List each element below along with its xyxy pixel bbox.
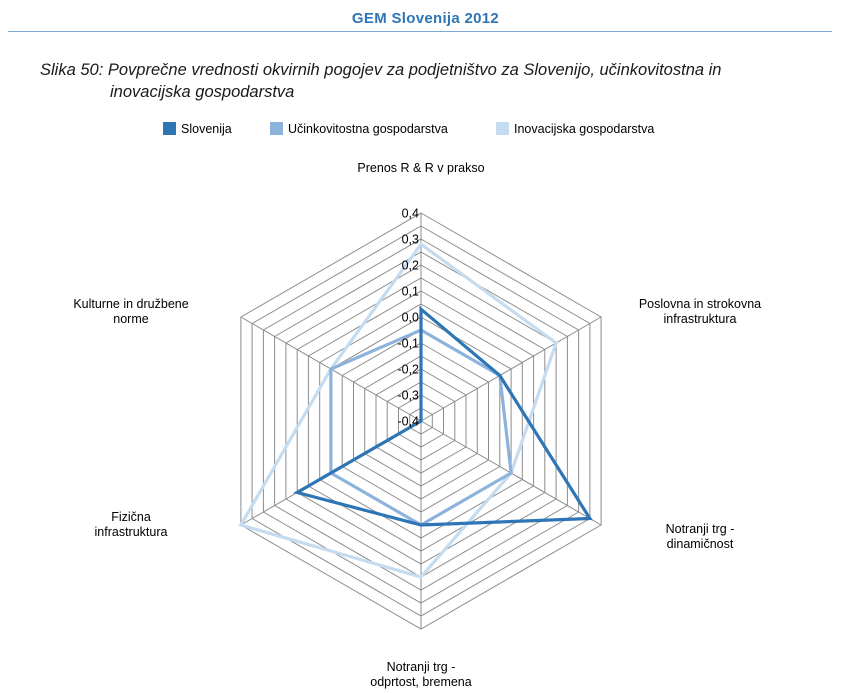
figure-caption: Slika 50: Povprečne vrednosti okvirnih p… — [40, 59, 820, 103]
header-divider — [8, 31, 832, 32]
axis-label-line: odprtost, bremena — [370, 675, 471, 689]
axis-label-line: infrastruktura — [95, 525, 168, 539]
legend-swatch — [270, 122, 283, 135]
tick-label: 0,0 — [402, 311, 419, 325]
tick-label: 0,3 — [402, 233, 419, 247]
radar-axis-labels: Prenos R & R v prakso Poslovna in strokov… — [73, 161, 761, 689]
legend-swatch — [496, 122, 509, 135]
tick-label: 0,4 — [402, 207, 419, 221]
tick-label: -0,2 — [397, 363, 419, 377]
legend-label: Slovenija — [181, 122, 232, 136]
legend-label: Inovacijska gospodarstva — [514, 122, 654, 136]
axis-label-line: Notranji trg - — [387, 660, 456, 674]
tick-label: -0,3 — [397, 389, 419, 403]
axis-label: Notranji trg -dinamičnost — [666, 522, 735, 551]
axis-spoke — [420, 316, 602, 422]
axis-label-line: Kulturne in družbene — [73, 297, 188, 311]
chart-legend: Slovenija Učinkovitostna gospodarstva Inov… — [163, 122, 654, 136]
page-header-title: GEM Slovenija 2012 — [351, 10, 500, 27]
axis-label-line: dinamičnost — [667, 537, 734, 551]
axis-label-line: Fizična — [111, 510, 151, 524]
tick-label: -0,4 — [397, 415, 419, 429]
axis-label: Prenos R & R v prakso — [357, 161, 484, 175]
axis-label-line: Poslovna in strokovna — [639, 297, 761, 311]
axis-label-line: Prenos R & R v prakso — [357, 161, 484, 175]
tick-label: 0,2 — [402, 259, 419, 273]
axis-label: Poslovna in strokovna infrastruktura — [639, 297, 761, 326]
axis-label-line: Notranji trg - — [666, 522, 735, 536]
axis-label-line: norme — [113, 312, 148, 326]
tick-label: 0,1 — [402, 285, 419, 299]
radar-tick-labels: -0,4 -0,3 -0,2 -0,1 0,0 0,1 0,2 0,3 0,4 — [397, 207, 419, 429]
axis-label: Fizična infrastruktura — [95, 510, 168, 539]
caption-line-1: Slika 50: Povprečne vrednosti okvirnih p… — [40, 61, 722, 79]
legend-label: Učinkovitostna gospodarstva — [288, 122, 448, 136]
caption-line-2: inovacijska gospodarstva — [110, 83, 295, 101]
axis-label: Notranji trg -odprtost, bremena — [370, 660, 471, 689]
axis-label: Kulturne in družbene norme — [73, 297, 188, 326]
tick-label: -0,1 — [397, 337, 419, 351]
legend-swatch — [163, 122, 176, 135]
series-line-1 — [293, 305, 593, 527]
axis-label-line: infrastruktura — [664, 312, 737, 326]
radar-series — [238, 241, 593, 579]
